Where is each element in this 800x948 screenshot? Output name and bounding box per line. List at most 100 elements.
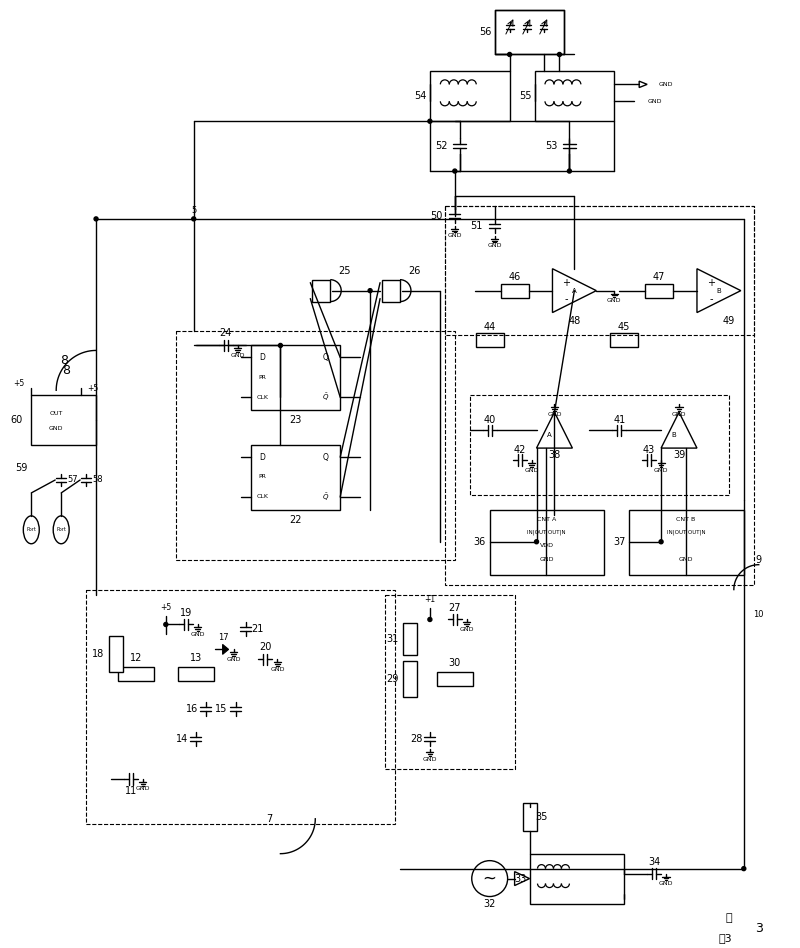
- Text: D: D: [259, 452, 266, 462]
- Text: Q: Q: [322, 452, 328, 462]
- Bar: [403, 624, 417, 655]
- Text: CNT B: CNT B: [676, 518, 696, 522]
- Text: IN|OUT OUT|N: IN|OUT OUT|N: [527, 529, 566, 535]
- Text: GND: GND: [524, 467, 538, 472]
- Text: 17: 17: [218, 633, 229, 642]
- Text: 42: 42: [514, 445, 526, 455]
- Text: GND: GND: [678, 557, 694, 562]
- Text: Q: Q: [322, 353, 328, 362]
- Text: +5: +5: [160, 603, 171, 612]
- Text: Port: Port: [26, 527, 36, 533]
- Text: 11: 11: [125, 786, 137, 796]
- Text: GND: GND: [270, 666, 285, 672]
- Text: 38: 38: [548, 450, 561, 460]
- Text: 20: 20: [259, 643, 272, 652]
- Polygon shape: [222, 645, 229, 654]
- Bar: [403, 662, 417, 697]
- Circle shape: [567, 169, 571, 173]
- Bar: [445, 206, 754, 336]
- Text: GND: GND: [647, 99, 662, 103]
- Bar: [610, 334, 638, 347]
- Text: D: D: [259, 353, 266, 362]
- Bar: [490, 510, 604, 574]
- Bar: [31, 395, 96, 446]
- Text: $\bar{Q}$: $\bar{Q}$: [322, 392, 329, 403]
- Text: 31: 31: [386, 634, 398, 645]
- Bar: [534, 71, 614, 121]
- Text: 33: 33: [514, 874, 526, 884]
- Text: GND: GND: [487, 244, 502, 248]
- Text: 52: 52: [435, 141, 448, 151]
- Text: GND: GND: [422, 757, 437, 761]
- Bar: [86, 590, 395, 824]
- Text: 图3: 图3: [719, 934, 733, 943]
- Text: 49: 49: [722, 316, 735, 325]
- Text: 53: 53: [545, 141, 558, 151]
- Text: 13: 13: [190, 653, 202, 664]
- Text: 19: 19: [180, 608, 192, 617]
- Text: OUT: OUT: [50, 410, 63, 416]
- Text: 3: 3: [755, 921, 762, 935]
- Text: 28: 28: [410, 734, 422, 744]
- Text: GND: GND: [230, 353, 245, 358]
- Circle shape: [428, 617, 432, 622]
- Text: 18: 18: [92, 649, 104, 660]
- Text: B: B: [717, 287, 722, 294]
- Text: -: -: [565, 294, 568, 303]
- Text: 55: 55: [519, 91, 531, 101]
- Text: 51: 51: [470, 221, 482, 231]
- Text: GND: GND: [654, 467, 668, 472]
- Text: A: A: [547, 432, 552, 438]
- Bar: [501, 283, 529, 298]
- Text: GND: GND: [459, 627, 474, 632]
- Circle shape: [428, 119, 432, 123]
- Text: 8: 8: [60, 354, 68, 367]
- Text: 14: 14: [176, 734, 188, 744]
- Text: -: -: [709, 294, 713, 303]
- Text: 50: 50: [430, 210, 443, 221]
- Text: +5: +5: [87, 384, 98, 392]
- Text: 45: 45: [618, 321, 630, 332]
- Text: 8: 8: [62, 364, 70, 377]
- Text: GND: GND: [447, 233, 462, 238]
- Circle shape: [164, 623, 168, 627]
- Text: +5: +5: [14, 379, 25, 388]
- Circle shape: [742, 866, 746, 870]
- Text: 23: 23: [289, 415, 302, 426]
- Text: GND: GND: [190, 632, 205, 637]
- Text: 26: 26: [408, 265, 420, 276]
- Text: GND: GND: [539, 557, 554, 562]
- Text: A: A: [572, 287, 577, 294]
- Circle shape: [558, 52, 562, 57]
- Circle shape: [94, 217, 98, 221]
- Text: 56: 56: [479, 27, 492, 37]
- Text: 48: 48: [568, 316, 581, 325]
- Text: 22: 22: [289, 515, 302, 525]
- Text: 44: 44: [483, 321, 496, 332]
- Circle shape: [192, 217, 196, 221]
- Circle shape: [659, 539, 663, 544]
- Bar: [312, 280, 330, 301]
- Bar: [476, 334, 504, 347]
- Text: 57: 57: [68, 476, 78, 484]
- Text: PR: PR: [258, 374, 266, 380]
- Text: 58: 58: [93, 476, 103, 484]
- Bar: [494, 9, 565, 54]
- Text: $\bar{Q}$: $\bar{Q}$: [322, 491, 329, 502]
- Circle shape: [534, 539, 538, 544]
- Bar: [385, 594, 514, 769]
- Text: 43: 43: [643, 445, 655, 455]
- Bar: [445, 206, 754, 585]
- Text: +: +: [707, 278, 715, 287]
- Bar: [118, 667, 154, 682]
- Bar: [178, 667, 214, 682]
- Bar: [250, 345, 340, 410]
- Text: 35: 35: [535, 811, 548, 822]
- Text: 34: 34: [648, 857, 660, 866]
- Text: GND: GND: [226, 657, 241, 662]
- Text: 5: 5: [191, 207, 196, 215]
- Text: VDD: VDD: [539, 543, 554, 548]
- Text: 54: 54: [414, 91, 427, 101]
- Bar: [470, 395, 729, 495]
- Text: 27: 27: [449, 603, 461, 612]
